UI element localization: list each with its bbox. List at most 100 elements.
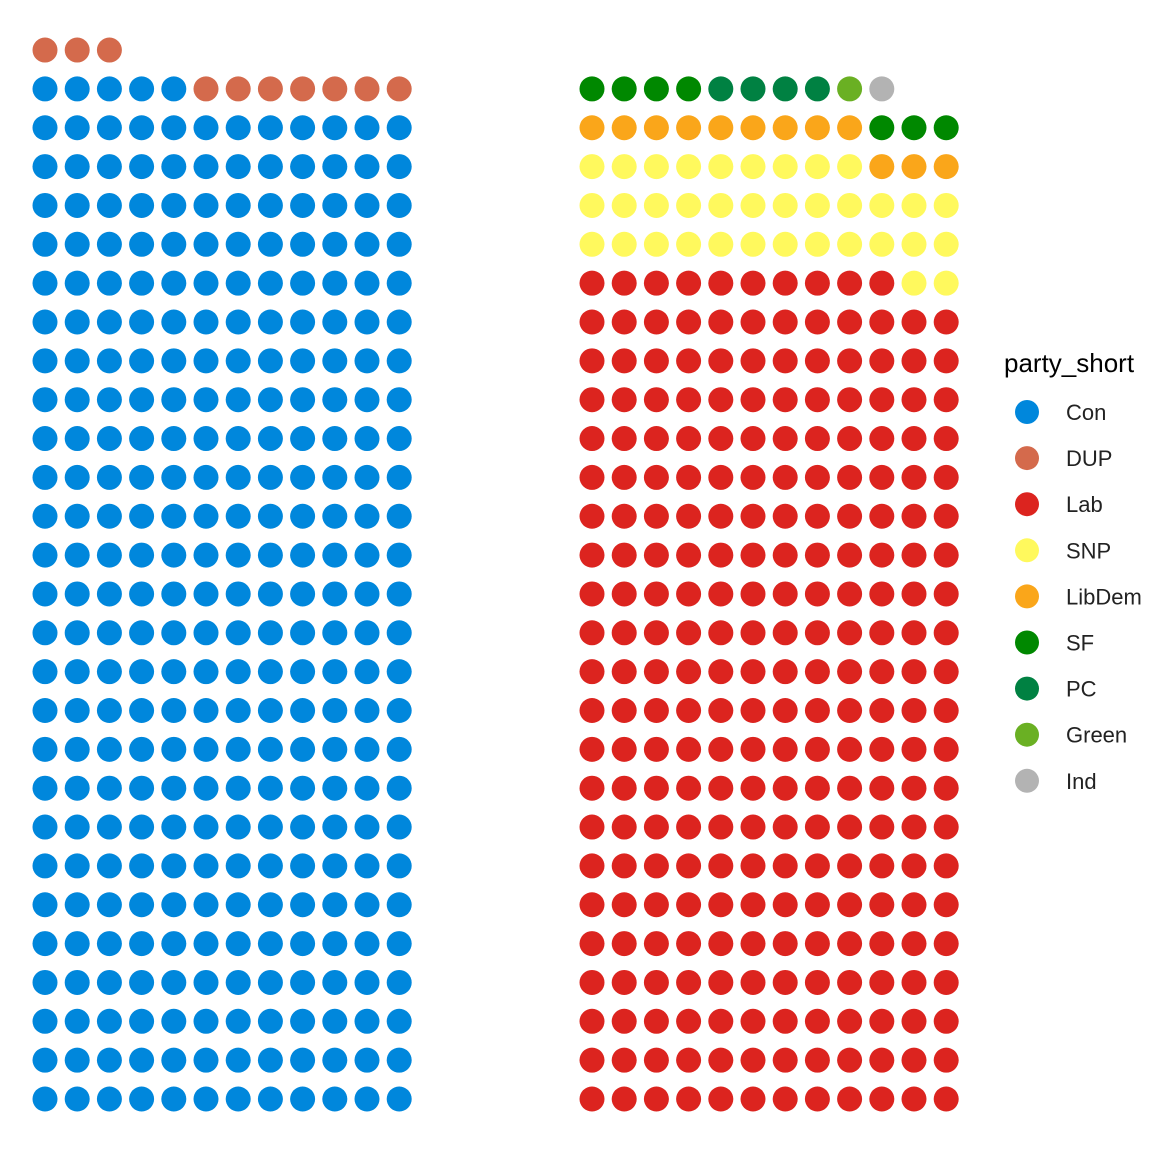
seat-dot-lab	[676, 698, 702, 723]
legend-label-lab: Lab	[1066, 492, 1103, 517]
legend-item-green: Green	[1015, 722, 1127, 748]
seat-dot-lab	[772, 659, 798, 685]
seat-dot-lab	[740, 814, 766, 840]
seat-dot-con	[161, 309, 187, 335]
seat-dot-con	[257, 620, 283, 646]
seat-dot-lab	[804, 426, 830, 452]
seat-dot-con	[96, 659, 122, 685]
seat-dot-lab	[772, 736, 798, 762]
seat-dot-snp	[837, 154, 863, 180]
seat-dot-con	[193, 270, 219, 296]
seat-dot-snp	[708, 231, 734, 257]
seat-dot-dup	[64, 37, 90, 63]
seat-dot-lab	[772, 503, 798, 529]
seat-dot-lab	[708, 892, 734, 918]
seat-dot-lab	[772, 892, 798, 918]
seat-dot-con	[257, 698, 283, 723]
seat-dot-libdem	[869, 154, 895, 180]
seat-dot-lab	[933, 387, 959, 413]
seat-dot-lab	[611, 503, 637, 529]
seat-dot-lab	[869, 736, 895, 762]
seat-dot-con	[225, 1047, 251, 1073]
seat-dot-lab	[772, 814, 798, 840]
seat-dot-lab	[901, 309, 927, 335]
seat-dot-lab	[708, 931, 734, 957]
seat-dot-con	[64, 309, 90, 335]
seat-dot-lab	[643, 464, 669, 490]
seat-dot-lab	[611, 270, 637, 296]
seat-dot-lab	[579, 464, 605, 490]
seat-dot-lab	[901, 620, 927, 646]
seat-dot-libdem	[740, 115, 766, 141]
seat-dot-lab	[869, 1047, 895, 1073]
seat-dot-con	[386, 192, 412, 218]
seat-dot-con	[386, 309, 412, 335]
seat-dot-lab	[837, 464, 863, 490]
seat-dot-con	[354, 775, 380, 801]
seat-dot-sf	[869, 115, 895, 141]
seat-dot-lab	[772, 387, 798, 413]
seat-dot-con	[32, 736, 58, 762]
seat-dot-lab	[643, 775, 669, 801]
seat-dot-lab	[772, 775, 798, 801]
seat-dot-con	[257, 1086, 283, 1112]
seat-dot-lab	[933, 931, 959, 957]
seat-dot-con	[96, 542, 122, 568]
seat-dot-con	[32, 775, 58, 801]
seat-dot-lab	[837, 659, 863, 685]
seat-dot-con	[386, 348, 412, 374]
seat-dot-con	[322, 892, 348, 918]
seat-dot-snp	[869, 231, 895, 257]
legend-key-lab	[1015, 492, 1039, 517]
seat-dot-lab	[740, 1047, 766, 1073]
seat-dot-lab	[772, 426, 798, 452]
seat-dot-lab	[708, 736, 734, 762]
seat-dot-con	[161, 1086, 187, 1112]
seat-dot-lab	[611, 426, 637, 452]
seat-dot-snp	[772, 154, 798, 180]
seat-dot-lab	[740, 309, 766, 335]
seat-dot-lab	[643, 969, 669, 995]
seat-dot-con	[257, 814, 283, 840]
seat-dot-con	[290, 698, 316, 723]
seat-dot-lab	[772, 620, 798, 646]
seat-dot-con	[129, 192, 155, 218]
seat-dot-con	[129, 464, 155, 490]
legend-key-green	[1015, 722, 1039, 747]
seat-dot-con	[354, 154, 380, 180]
seat-dot-con	[354, 270, 380, 296]
seat-dot-con	[32, 348, 58, 374]
seat-dot-lab	[579, 1047, 605, 1073]
seat-dot-con	[386, 1086, 412, 1112]
seat-dot-lab	[837, 1047, 863, 1073]
seat-dot-con	[257, 775, 283, 801]
seat-dot-lab	[933, 426, 959, 452]
seat-dot-lab	[772, 969, 798, 995]
seat-dot-con	[193, 775, 219, 801]
seat-dot-con	[225, 775, 251, 801]
seat-dot-con	[322, 581, 348, 607]
seat-dot-con	[64, 853, 90, 879]
seat-dot-lab	[643, 853, 669, 879]
seat-dot-lab	[643, 814, 669, 840]
seat-dot-lab	[804, 309, 830, 335]
seat-dot-lab	[772, 464, 798, 490]
seat-dot-lab	[611, 309, 637, 335]
legend-label-green: Green	[1066, 723, 1127, 748]
seat-dot-con	[161, 503, 187, 529]
seat-dot-lab	[708, 969, 734, 995]
seat-dot-con	[386, 154, 412, 180]
seat-dot-con	[32, 1086, 58, 1112]
seat-dot-con	[193, 698, 219, 723]
seat-dot-lab	[933, 1086, 959, 1112]
seat-dot-con	[257, 348, 283, 374]
seat-dot-lab	[804, 270, 830, 296]
seat-dot-lab	[837, 270, 863, 296]
seat-dot-con	[129, 1047, 155, 1073]
seat-dot-lab	[869, 775, 895, 801]
seat-dot-lab	[933, 503, 959, 529]
seat-dot-con	[322, 154, 348, 180]
legend-label-dup: DUP	[1066, 446, 1112, 471]
seat-dot-lab	[804, 620, 830, 646]
seat-dot-lab	[804, 969, 830, 995]
